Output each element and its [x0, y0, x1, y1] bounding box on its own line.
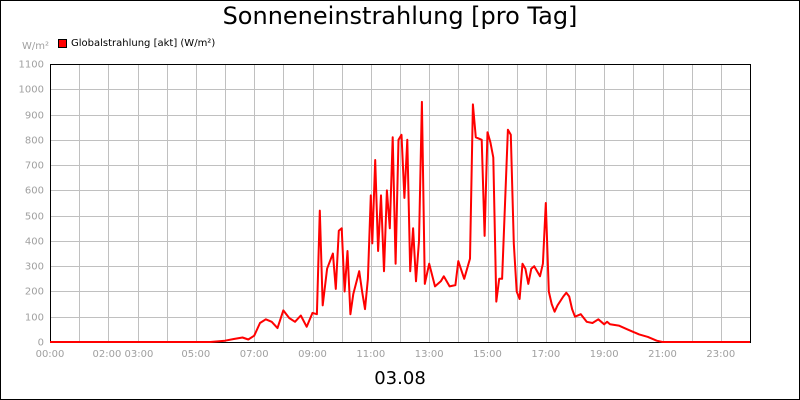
x-axis-ticks: 00:00 02:00 03:00 05:00 07:00 09:00 11:00 13:0… [36, 349, 736, 360]
x-tick-label: 09:00 [298, 349, 327, 360]
x-tick-label: 02:00 03:00 [93, 349, 154, 360]
x-tick-label: 05:00 [181, 349, 210, 360]
y-tick-label: 300 [25, 262, 44, 273]
x-tick-label: 17:00 [531, 349, 560, 360]
x-tick-label: 19:00 [590, 349, 619, 360]
y-tick-label: 700 [25, 161, 44, 172]
x-tick-label: 07:00 [240, 349, 269, 360]
y-tick-label: 100 [25, 313, 44, 324]
y-tick-label: 800 [25, 136, 44, 147]
x-tick-label: 00:00 [36, 349, 65, 360]
x-tick-label: 13:00 [415, 349, 444, 360]
grid-lines [50, 64, 751, 343]
y-tick-label: 1000 [19, 85, 44, 96]
x-axis-date-label: 03.08 [374, 368, 426, 389]
y-tick-label: 200 [25, 287, 44, 298]
legend-swatch [58, 39, 67, 48]
y-tick-label: 400 [25, 237, 44, 248]
legend: Globalstrahlung [akt] (W/m²) [58, 38, 215, 49]
x-tick-label: 21:00 [648, 349, 677, 360]
series-group [50, 100, 750, 343]
series-line-globalstrahlung [50, 100, 750, 343]
x-tick-label: 11:00 [356, 349, 385, 360]
x-tick-label: 15:00 [473, 349, 502, 360]
chart-title: Sonneneinstrahlung [pro Tag] [222, 2, 578, 30]
y-tick-label: 600 [25, 186, 44, 197]
y-tick-label: 1100 [19, 60, 44, 71]
y-axis-ticks: 0 100 200 300 400 500 600 700 800 900 1000 1100 [19, 60, 44, 349]
y-tick-label: 900 [25, 111, 44, 122]
legend-label: Globalstrahlung [akt] (W/m²) [71, 38, 216, 49]
y-tick-label: 500 [25, 212, 44, 223]
y-tick-label: 0 [38, 338, 44, 349]
y-axis-unit-label: W/m² [22, 41, 50, 52]
plot-area [50, 64, 751, 343]
x-tick-label: 23:00 [706, 349, 735, 360]
